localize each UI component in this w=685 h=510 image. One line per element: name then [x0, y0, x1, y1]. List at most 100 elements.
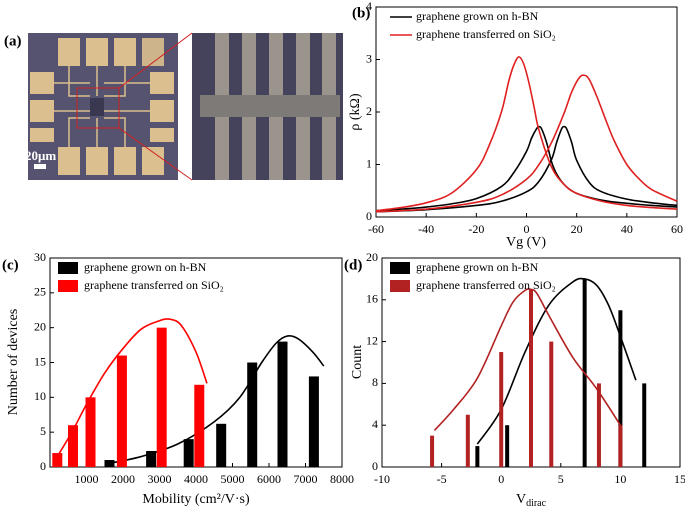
- bar: [146, 450, 157, 467]
- x-axis-label-sub: dirac: [526, 498, 547, 509]
- channel: [90, 98, 104, 116]
- x-axis-label: Vg (V): [506, 235, 546, 250]
- y-tick-label: 12: [366, 333, 378, 347]
- bar: [52, 453, 63, 467]
- x-tick-label: 60: [671, 222, 683, 236]
- legend-swatch: [390, 280, 410, 292]
- pads: [30, 38, 174, 175]
- bar: [505, 425, 510, 467]
- panel-label: (a): [4, 33, 22, 49]
- legend-label: graphene transferred on SiO₂: [416, 27, 556, 41]
- bar: [430, 435, 435, 467]
- fit-curve: [56, 318, 208, 457]
- y-axis-label: ρ (kΩ): [348, 93, 363, 131]
- legend-swatch: [390, 262, 410, 274]
- bar: [183, 439, 194, 467]
- legend-label: graphene transferred on SiO₂: [416, 278, 556, 292]
- bar: [475, 446, 480, 467]
- x-tick-label: 5: [558, 472, 564, 486]
- x-axis-label-main: Mobility (cm²/V·s): [142, 492, 250, 507]
- y-tick-label: 2: [366, 104, 372, 118]
- x-axis-label: Mobility (cm²/V·s): [142, 492, 250, 507]
- y-tick-label: 0: [372, 459, 378, 473]
- scale-bar: [34, 164, 46, 169]
- bar: [247, 362, 258, 467]
- y-tick-label: 0: [40, 459, 46, 473]
- panel-label: (b): [352, 5, 370, 21]
- y-tick-label: 8: [372, 375, 378, 389]
- legend-label: graphene grown on h-BN: [84, 260, 207, 274]
- x-tick-label: 3000: [148, 472, 172, 486]
- x-tick-label: 15: [674, 472, 685, 486]
- y-tick-label: 1: [366, 156, 372, 170]
- bar: [549, 341, 554, 467]
- panel-label: (d): [344, 257, 362, 273]
- y-tick-label: 30: [34, 250, 46, 264]
- bar: [465, 414, 470, 467]
- bar: [156, 327, 167, 467]
- x-tick-label: -20: [468, 222, 484, 236]
- bar: [116, 355, 127, 467]
- zoom-box: [76, 87, 120, 129]
- zoom-line: [118, 127, 193, 181]
- fit-curve: [108, 334, 325, 465]
- x-tick-label: 10: [614, 472, 626, 486]
- bar: [499, 352, 504, 467]
- y-tick-label: 4: [372, 417, 378, 431]
- curve: [375, 125, 678, 213]
- x-tick-label: 0: [498, 472, 504, 486]
- y-tick-label: 5: [40, 424, 46, 438]
- x-axis-label-main: Vg (V): [506, 235, 546, 250]
- x-tick-label: 7000: [294, 472, 318, 486]
- scale-label: 20μm: [25, 148, 56, 163]
- x-tick-label: 1000: [75, 472, 99, 486]
- x-tick-label: 20: [571, 222, 583, 236]
- y-tick-label: 0: [366, 209, 372, 223]
- bar: [618, 425, 623, 467]
- zoom-electrodes: [200, 33, 340, 180]
- legend-label: graphene transferred on SiO₂: [84, 278, 224, 292]
- x-tick-label: 2000: [111, 472, 135, 486]
- x-axis-label-main: V: [516, 492, 526, 507]
- x-tick-label: 6000: [257, 472, 281, 486]
- x-tick-label: -40: [418, 222, 434, 236]
- x-tick-label: 8000: [330, 472, 354, 486]
- fit-curve: [433, 288, 622, 431]
- bar: [277, 341, 288, 467]
- bar: [216, 423, 227, 467]
- leads: [54, 66, 150, 147]
- x-tick-label: -10: [374, 472, 390, 486]
- x-tick-label: 0: [524, 222, 530, 236]
- bar: [194, 384, 205, 467]
- legend-label: graphene grown on h-BN: [416, 260, 539, 274]
- panel-label: (c): [2, 257, 19, 273]
- x-axis-label: Vdirac: [516, 492, 547, 509]
- bar: [308, 376, 319, 467]
- x-tick-label: 5000: [221, 472, 245, 486]
- y-tick-label: 16: [366, 292, 378, 306]
- y-tick-label: 4: [366, 0, 372, 13]
- y-axis-label: Number of devices: [6, 309, 21, 416]
- y-tick-label: 10: [34, 389, 46, 403]
- x-tick-label: 40: [621, 222, 633, 236]
- y-tick-label: 20: [366, 250, 378, 264]
- bar: [85, 397, 96, 467]
- bar: [596, 383, 601, 467]
- zoom-line: [118, 32, 193, 89]
- fit-curve: [476, 277, 637, 445]
- y-tick-label: 25: [34, 285, 46, 299]
- x-tick-label: -60: [368, 222, 384, 236]
- bar: [529, 289, 533, 467]
- bar: [618, 310, 623, 467]
- curve: [375, 125, 678, 212]
- bar: [642, 383, 647, 467]
- y-tick-label: 15: [34, 354, 46, 368]
- y-axis-label: Count: [350, 345, 365, 379]
- y-tick-label: 20: [34, 319, 46, 333]
- x-tick-label: 4000: [184, 472, 208, 486]
- curve: [375, 56, 678, 212]
- legend-label: graphene grown on h-BN: [416, 9, 539, 23]
- x-tick-label: -5: [437, 472, 447, 486]
- bar: [67, 425, 78, 467]
